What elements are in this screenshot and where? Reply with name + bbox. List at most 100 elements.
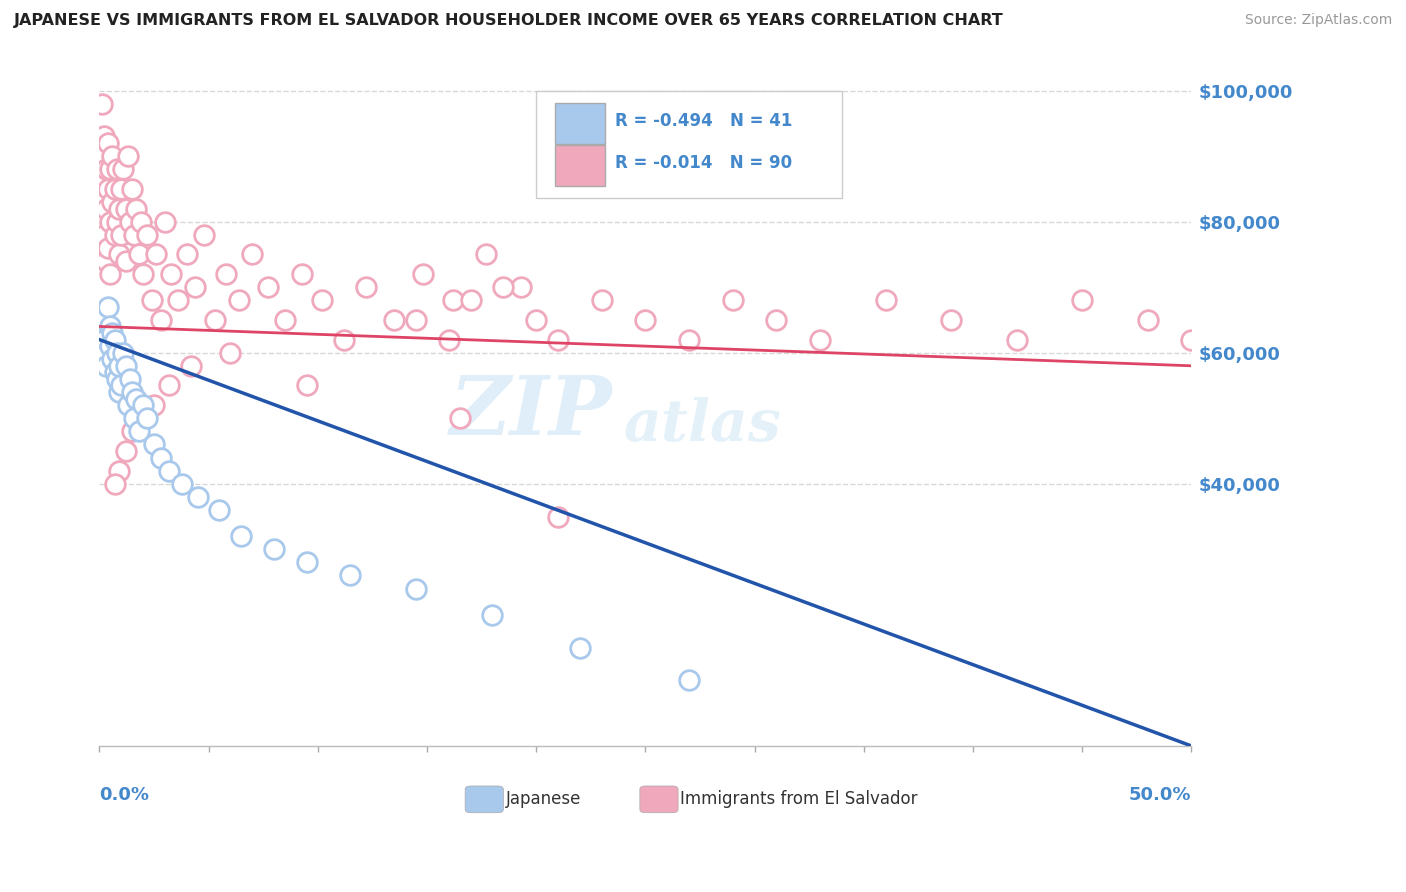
Point — [808, 333, 831, 347]
Point — [104, 182, 127, 196]
Point — [231, 529, 253, 543]
Point — [114, 202, 136, 216]
Point — [129, 411, 152, 425]
Point — [492, 280, 515, 294]
Point — [524, 313, 547, 327]
Point — [441, 293, 464, 308]
Point — [98, 267, 121, 281]
Point — [90, 326, 112, 340]
Point — [118, 372, 141, 386]
Text: Japanese: Japanese — [506, 790, 581, 808]
Point — [475, 247, 498, 261]
Point — [153, 214, 176, 228]
Point — [125, 202, 148, 216]
Point — [128, 247, 150, 261]
Point — [274, 313, 297, 327]
Point — [149, 313, 172, 327]
Point — [184, 280, 207, 294]
Point — [108, 247, 131, 261]
Point — [105, 214, 128, 228]
FancyBboxPatch shape — [465, 786, 503, 813]
Point — [311, 293, 333, 308]
Point — [1005, 333, 1028, 347]
Text: JAPANESE VS IMMIGRANTS FROM EL SALVADOR HOUSEHOLDER INCOME OVER 65 YEARS CORRELA: JAPANESE VS IMMIGRANTS FROM EL SALVADOR … — [14, 13, 1004, 29]
Point — [94, 345, 117, 359]
Point — [228, 293, 250, 308]
Point — [114, 444, 136, 458]
Point — [97, 136, 120, 150]
Point — [104, 227, 127, 242]
Point — [93, 313, 115, 327]
FancyBboxPatch shape — [555, 103, 605, 145]
Point — [101, 149, 124, 163]
Point — [1071, 293, 1094, 308]
Text: R = -0.014   N = 90: R = -0.014 N = 90 — [614, 154, 792, 172]
Point — [193, 227, 215, 242]
Point — [136, 411, 159, 425]
Point — [129, 214, 152, 228]
Point — [333, 333, 356, 347]
Point — [568, 640, 591, 655]
Text: 0.0%: 0.0% — [100, 786, 149, 804]
Point — [547, 509, 569, 524]
Point — [93, 175, 115, 189]
Point — [142, 398, 165, 412]
Point — [634, 313, 657, 327]
Point — [110, 227, 132, 242]
Point — [121, 425, 143, 439]
Point — [94, 359, 117, 373]
FancyBboxPatch shape — [555, 145, 605, 186]
Point — [93, 333, 115, 347]
Point — [104, 333, 127, 347]
Text: ZIP: ZIP — [450, 372, 613, 451]
Point — [132, 398, 155, 412]
Point — [114, 359, 136, 373]
Point — [93, 129, 115, 144]
Point — [204, 313, 226, 327]
Point — [108, 464, 131, 478]
Point — [94, 162, 117, 177]
Point — [437, 333, 460, 347]
Point — [108, 359, 131, 373]
Point — [405, 313, 427, 327]
Point — [124, 227, 146, 242]
Point — [145, 247, 167, 261]
Point — [678, 333, 700, 347]
Point — [108, 384, 131, 399]
Point — [149, 450, 172, 465]
Point — [105, 372, 128, 386]
Point — [405, 582, 427, 596]
Point — [117, 149, 139, 163]
Point — [112, 345, 135, 359]
Point — [295, 378, 318, 392]
Point — [354, 280, 377, 294]
Point — [128, 425, 150, 439]
Point — [142, 437, 165, 451]
Point — [678, 673, 700, 688]
Point — [449, 411, 471, 425]
Point — [98, 214, 121, 228]
Point — [721, 293, 744, 308]
Text: R = -0.494   N = 41: R = -0.494 N = 41 — [614, 112, 792, 130]
Point — [136, 227, 159, 242]
Point — [90, 149, 112, 163]
Point — [256, 280, 278, 294]
Point — [460, 293, 482, 308]
Point — [875, 293, 897, 308]
Point — [291, 267, 314, 281]
Point — [90, 96, 112, 111]
Point — [339, 568, 361, 582]
Point — [160, 267, 183, 281]
Point — [104, 365, 127, 379]
Point — [208, 503, 231, 517]
FancyBboxPatch shape — [640, 786, 678, 813]
Point — [93, 227, 115, 242]
Point — [240, 247, 263, 261]
Point — [121, 384, 143, 399]
Text: 50.0%: 50.0% — [1129, 786, 1191, 804]
Point — [98, 339, 121, 353]
Point — [112, 162, 135, 177]
Point — [101, 194, 124, 209]
Point — [176, 247, 198, 261]
Point — [97, 241, 120, 255]
